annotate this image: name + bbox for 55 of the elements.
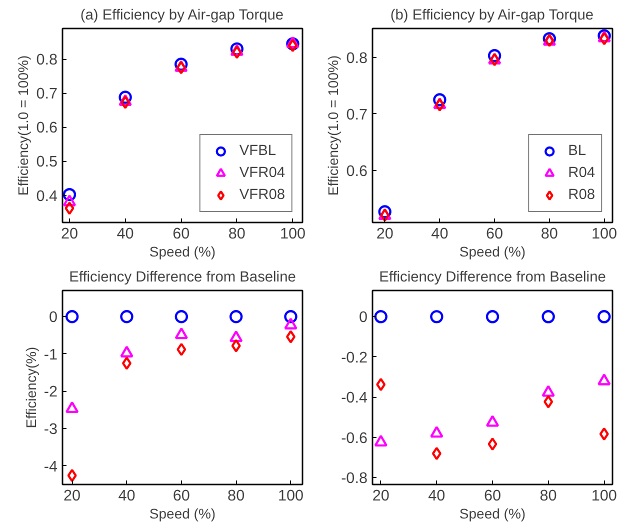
x-axis-title: Speed (%): [459, 506, 526, 522]
x-tick-label: 20: [60, 226, 78, 242]
x-tick-label: 100: [280, 226, 306, 242]
x-tick-label: 100: [591, 226, 618, 242]
x-tick-label: 80: [540, 226, 558, 242]
x-tick-label: 100: [278, 488, 304, 504]
legend-label: R08: [568, 187, 595, 203]
y-tick-label: -2: [44, 384, 58, 401]
chart-title: Efficiency Difference from Baseline: [69, 270, 296, 286]
y-tick-label: -0.6: [341, 430, 368, 447]
y-tick-label: -0.4: [341, 390, 368, 407]
x-tick-label: 20: [376, 226, 394, 242]
legend-label: VFR04: [239, 165, 285, 181]
y-tick-label: -0.8: [341, 470, 368, 488]
x-tick-label: 60: [172, 226, 190, 242]
legend-label: VFR08: [239, 187, 285, 203]
y-tick-label: 0.4: [36, 188, 58, 205]
y-tick-label: 0: [48, 309, 58, 326]
x-tick-label: 80: [228, 488, 245, 504]
x-tick-label: 60: [172, 488, 190, 504]
legend-label: BL: [568, 143, 588, 159]
x-axis-title: Speed (%): [149, 244, 216, 260]
y-tick-label: 0.6: [36, 120, 58, 137]
x-tick-label: 80: [540, 488, 557, 504]
y-tick-label: 0.8: [346, 50, 368, 67]
y-axis-title: Efficiency(1.0 = 100%): [15, 55, 32, 196]
y-tick-label: 0.8: [36, 52, 58, 69]
x-tick-label: 60: [484, 488, 502, 504]
y-tick-label: -1: [44, 346, 58, 364]
chart-title: (b) Efficiency by Air-gap Torque: [390, 8, 594, 24]
y-tick-label: -0.2: [341, 349, 368, 366]
y-tick-label: -4: [44, 458, 58, 476]
x-axis-title: Speed (%): [459, 244, 526, 260]
legend-label: VFBL: [239, 143, 276, 159]
y-tick-label: 0.5: [36, 154, 58, 171]
legend-label: R04: [568, 165, 595, 181]
x-tick-label: 60: [486, 226, 504, 242]
chart-title: Efficiency Difference from Baseline: [379, 270, 606, 286]
chart-title: (a) Efficiency by Air-gap Torque: [80, 8, 284, 24]
y-axis-title: Efficiency(%): [22, 346, 39, 428]
x-tick-label: 40: [431, 226, 448, 242]
x-tick-label: 20: [64, 488, 81, 504]
x-axis-title: Speed (%): [149, 506, 216, 522]
x-tick-label: 100: [591, 488, 617, 504]
y-tick-label: 0.7: [36, 86, 58, 103]
x-tick-label: 80: [228, 226, 246, 242]
x-tick-label: 40: [428, 488, 446, 504]
x-tick-label: 20: [372, 488, 390, 504]
y-tick-label: 0.6: [346, 162, 368, 180]
x-tick-label: 40: [118, 488, 136, 504]
y-tick-label: 0.7: [346, 106, 368, 124]
y-tick-label: 0: [358, 309, 368, 326]
y-tick-label: -3: [44, 421, 58, 438]
x-tick-label: 40: [116, 226, 134, 242]
y-axis-title: Efficiency(1.0 = 100%): [325, 55, 342, 196]
